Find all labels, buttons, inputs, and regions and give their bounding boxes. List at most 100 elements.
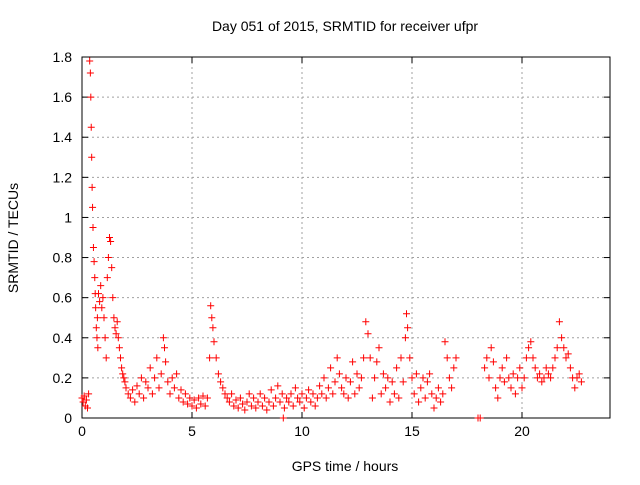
data-point [91,274,99,282]
data-point [401,334,409,342]
data-point [536,370,544,378]
tick-labels: 0 5 10 15 20 0 0.2 0.4 0.6 0.8 1 1.2 1.4 1.6 1.8 [53,49,530,439]
data-point [577,378,585,386]
data-point [307,398,315,406]
data-point [428,390,436,398]
data-point [520,374,528,382]
data-point [503,354,511,362]
data-point [151,374,159,382]
data-point [162,358,170,366]
data-point [94,344,102,352]
data-point [219,384,227,392]
data-point [384,374,392,382]
data-point [439,390,447,398]
data-point [430,404,438,412]
data-point [514,374,522,382]
data-point [276,398,284,406]
data-point [448,384,456,392]
data-point [551,354,559,362]
data-point [329,390,337,398]
data-point [437,398,445,406]
data-point [344,394,352,402]
data-point [265,398,273,406]
data-point [362,318,370,326]
data-point [555,318,563,326]
data-point [335,370,343,378]
data-point [230,402,238,410]
data-point [159,334,167,342]
gridlines [82,57,610,418]
data-point [373,358,381,366]
plot-frame [81,56,611,419]
data-point [146,364,154,372]
data-point [390,390,398,398]
data-point [533,374,541,382]
y-tick-label: 0.4 [53,330,73,346]
data-point [86,69,94,77]
data-point [285,398,293,406]
data-point [89,244,97,252]
y-tick-label: 0.8 [53,250,73,266]
data-point [111,324,119,332]
x-tick-label: 15 [404,423,420,439]
data-point [89,223,97,231]
data-point [509,370,517,378]
x-tick-label: 20 [514,423,530,439]
data-point [549,364,557,372]
y-tick-label: 0.2 [53,370,73,386]
data-point [212,354,220,362]
data-point [234,404,242,412]
data-point [412,370,420,378]
data-point [562,354,570,362]
data-point [397,354,405,362]
data-point [481,364,489,372]
data-point [92,324,100,332]
data-point [291,384,299,392]
data-point [492,384,500,392]
x-tick-label: 5 [188,423,196,439]
data-point [327,364,335,372]
data-point [223,394,231,402]
data-point [313,394,321,402]
data-point [419,374,427,382]
data-point [252,404,260,412]
data-point [324,384,332,392]
data-point [186,394,194,402]
data-point [452,354,460,362]
data-point [417,384,425,392]
data-point [102,354,110,362]
data-point [575,370,583,378]
data-point [560,344,568,352]
data-point [101,334,109,342]
data-point [161,344,168,352]
data-point [236,394,244,402]
data-point [346,378,354,386]
data-point [544,370,552,378]
data-point [87,93,95,101]
data-point [206,354,214,362]
data-point [483,354,491,362]
data-point [97,282,105,290]
data-point [214,370,222,378]
data-point [340,390,348,398]
data-point [296,398,304,406]
data-point [393,364,401,372]
data-point [500,378,508,386]
data-point [179,398,187,406]
data-point [522,354,530,362]
x-axis-label: GPS time / hours [292,458,399,474]
data-point [96,298,104,306]
data-point [360,354,368,362]
data-point [254,398,262,406]
data-point [287,390,295,398]
data-point [426,370,434,378]
data-point [547,374,555,382]
data-point [540,374,548,382]
data-point [527,338,535,346]
data-point [415,398,423,406]
data-point [115,344,123,352]
data-point [170,384,178,392]
data-point [243,398,251,406]
data-point [199,392,207,400]
